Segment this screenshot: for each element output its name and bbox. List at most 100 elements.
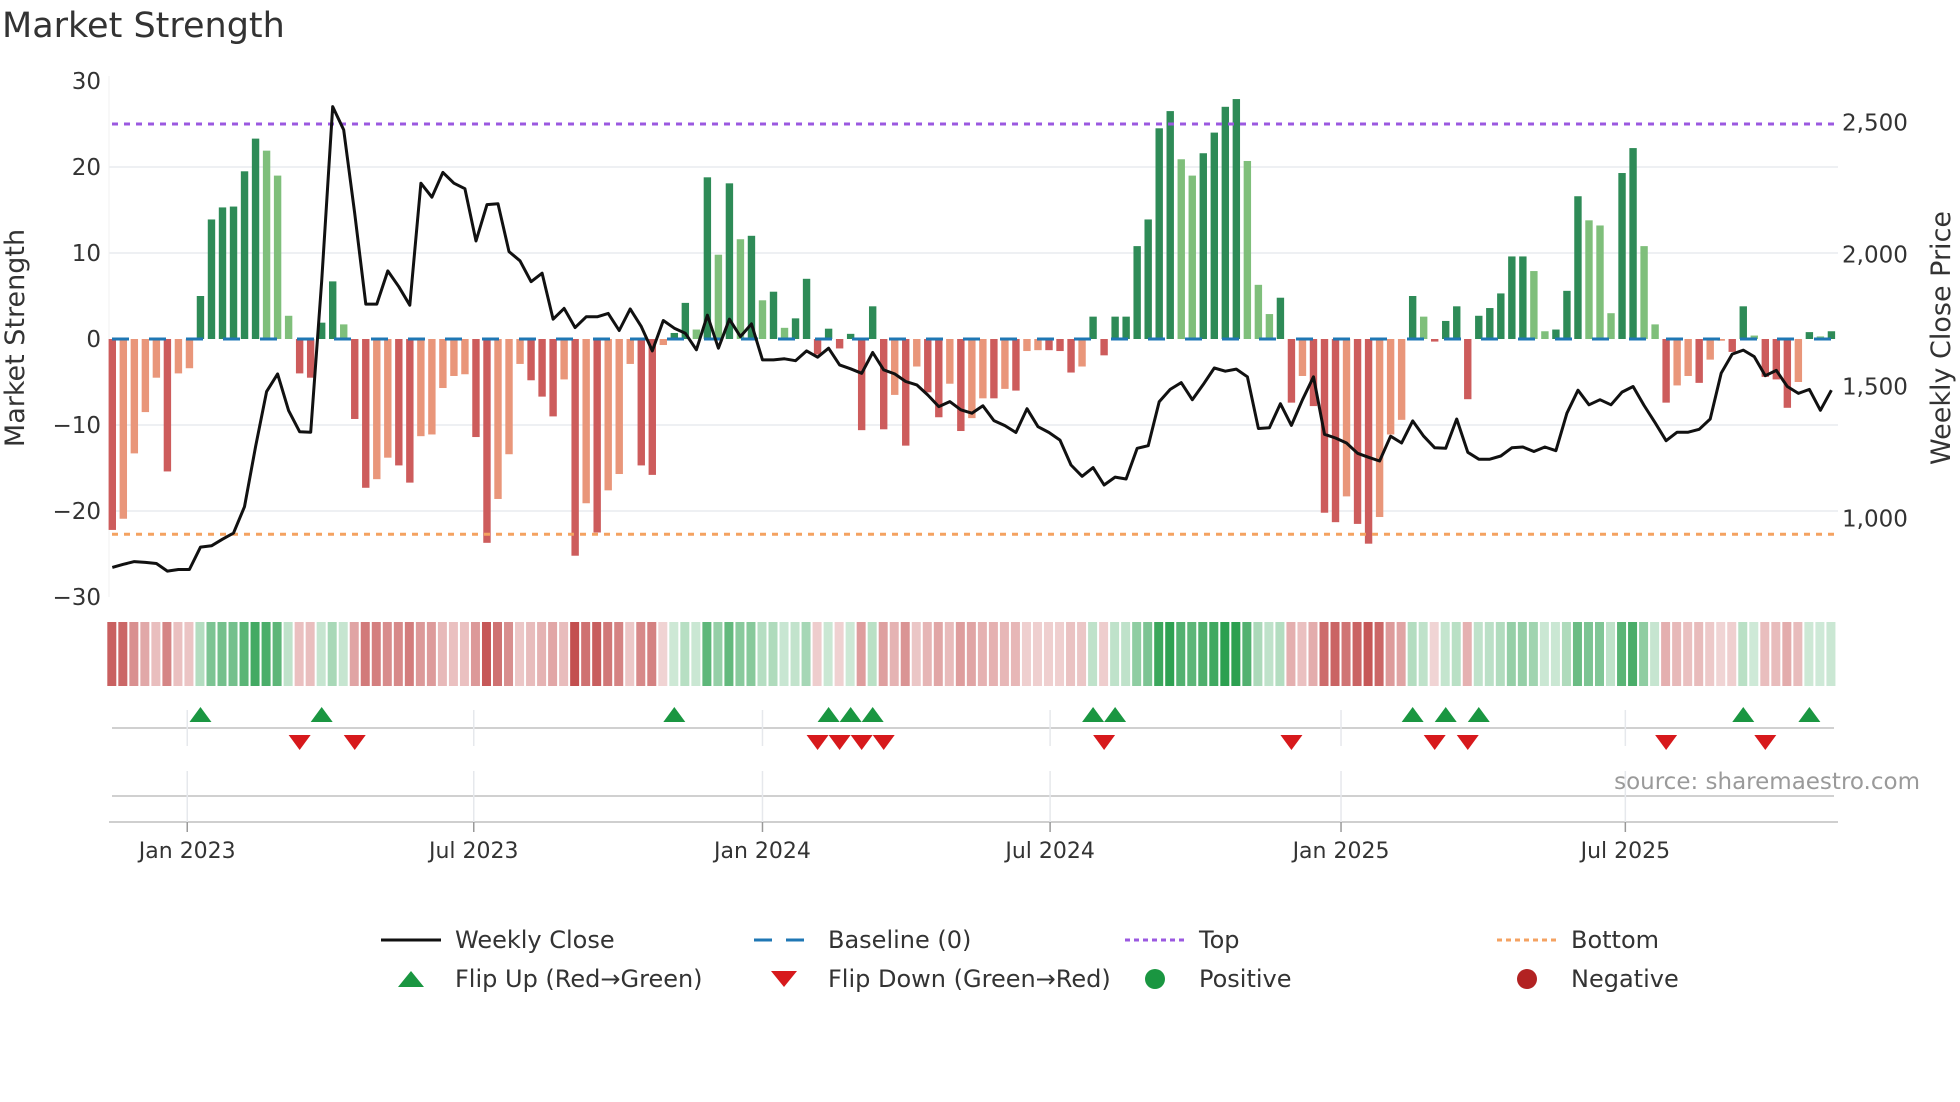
heat-cell <box>1143 622 1153 686</box>
strength-bar <box>1078 339 1086 367</box>
strength-bar <box>1574 196 1582 339</box>
heat-cell <box>1110 622 1120 686</box>
flip-up-marker <box>1434 707 1457 722</box>
circle-green-icon <box>1125 967 1185 991</box>
strength-bar <box>417 339 425 437</box>
heat-cell <box>647 622 657 686</box>
heat-cell <box>426 622 436 686</box>
strength-bar <box>1563 290 1571 339</box>
heat-cell <box>1187 622 1197 686</box>
dotted-swatch-icon <box>1125 928 1185 952</box>
strength-bar <box>924 339 932 393</box>
heat-cell <box>1716 622 1726 686</box>
strength-bar <box>130 339 139 454</box>
strength-bar <box>1287 339 1296 403</box>
heat-cell <box>140 622 150 686</box>
y-tick-label: 10 <box>72 241 101 267</box>
legend-item-flip-down: Flip Down (Green→Red) <box>754 961 1111 997</box>
heat-cell <box>261 622 271 686</box>
strength-bar <box>527 339 535 381</box>
heat-cell <box>470 622 480 686</box>
heat-cell <box>1804 622 1814 686</box>
strength-bar <box>1750 335 1758 339</box>
heat-cell <box>955 622 965 686</box>
y-tick-label: −10 <box>52 413 101 439</box>
heat-cell <box>1628 622 1638 686</box>
heat-cell <box>1694 622 1704 686</box>
strength-bar <box>990 339 998 399</box>
strength-bars <box>108 99 1836 556</box>
heat-cell <box>1617 622 1627 686</box>
heat-cell <box>316 622 326 686</box>
heat-cell <box>1639 622 1649 686</box>
heat-cell <box>1132 622 1142 686</box>
heat-cell <box>1231 622 1241 686</box>
legend-label: Bottom <box>1571 926 1660 954</box>
heat-cell <box>118 622 128 686</box>
flip-up-marker <box>1467 707 1490 722</box>
strength-bar <box>582 339 590 504</box>
strength-bar <box>1188 175 1196 339</box>
strength-bar <box>1464 339 1472 400</box>
strength-bar <box>505 339 513 455</box>
strength-bar <box>329 281 337 339</box>
strength-bar <box>538 339 546 397</box>
heat-cell <box>1760 622 1770 686</box>
strength-bar <box>1056 339 1064 352</box>
legend-label: Negative <box>1571 965 1679 993</box>
heat-cell <box>1484 622 1494 686</box>
strength-bar <box>1552 329 1560 339</box>
heat-cell <box>570 622 580 686</box>
heat-cell <box>327 622 337 686</box>
strength-bar <box>957 339 965 432</box>
strength-bar <box>317 322 326 339</box>
heat-cell <box>184 622 194 686</box>
heat-cell <box>1495 622 1505 686</box>
heat-cell <box>1440 622 1450 686</box>
strength-bar <box>1805 332 1814 339</box>
strength-bar <box>1342 339 1351 497</box>
heat-cell <box>1683 622 1693 686</box>
heat-cell <box>867 622 877 686</box>
flip-up-marker <box>817 707 840 722</box>
strength-bar <box>1221 106 1230 339</box>
strength-bar <box>483 339 491 543</box>
strength-bar <box>615 339 623 475</box>
strength-bar <box>384 339 392 458</box>
strength-bar <box>472 339 480 438</box>
strength-bar <box>1717 339 1725 341</box>
heat-cell <box>1815 622 1825 686</box>
strength-bar <box>163 339 172 472</box>
strength-bar <box>1408 296 1417 339</box>
strength-bar <box>1276 297 1285 339</box>
strength-bar <box>714 254 723 339</box>
heat-cell <box>911 622 921 686</box>
strength-bar <box>284 315 293 339</box>
heat-cell <box>702 622 712 686</box>
strength-bar <box>846 333 855 339</box>
heat-cell <box>1121 622 1131 686</box>
heat-cell <box>1606 622 1616 686</box>
heat-cell <box>415 622 425 686</box>
legend-item-baseline: Baseline (0) <box>754 922 971 958</box>
heat-cell <box>1319 622 1329 686</box>
heat-cell <box>1165 622 1175 686</box>
legend-item-flip-up: Flip Up (Red→Green) <box>381 961 703 997</box>
strength-bar <box>1397 339 1406 420</box>
heat-cell <box>691 622 701 686</box>
strength-bar <box>604 339 612 491</box>
heat-cell <box>294 622 304 686</box>
weekly-close-line <box>111 105 1833 573</box>
heat-cell <box>537 622 547 686</box>
flip-up-marker <box>1082 707 1105 722</box>
flip-up-marker <box>1732 707 1755 722</box>
strength-bar <box>1375 339 1384 518</box>
strength-bar <box>1629 148 1637 339</box>
heat-cell <box>393 622 403 686</box>
strength-bar <box>913 339 921 367</box>
heat-cell <box>834 622 844 686</box>
strength-bar <box>1530 271 1538 339</box>
strength-bar <box>185 339 194 369</box>
strength-bar <box>593 339 601 533</box>
heat-cell <box>1517 622 1527 686</box>
